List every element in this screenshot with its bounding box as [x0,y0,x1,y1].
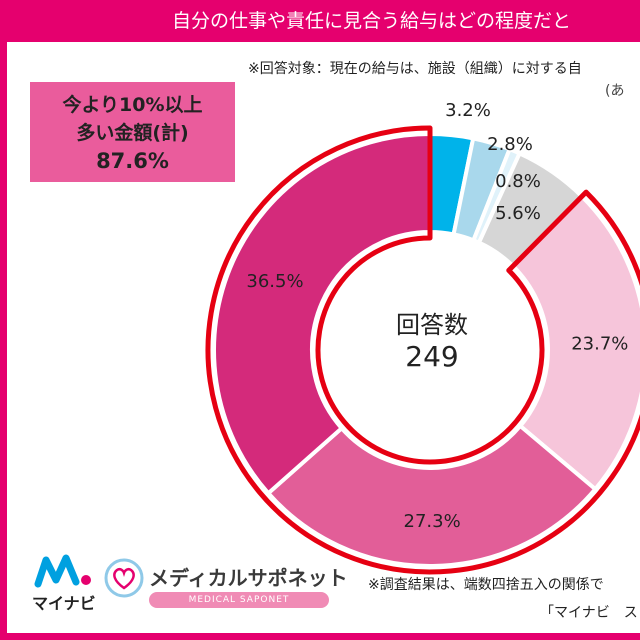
callout-line-1: 今より10%以上 [62,94,203,116]
slice-label: 36.5% [246,271,303,292]
saponet-heart-icon [104,558,144,598]
center-label: 回答数 [396,311,468,339]
respondent-note-continued: (あ [605,83,625,99]
mynavi-logo-text: マイナビ [32,594,96,613]
center-value: 249 [405,340,458,373]
page-title: 自分の仕事や責任に見合う給与はどの程度だと [0,0,640,42]
mynavi-logo: マイナビ [30,552,100,613]
slice-label: 2.8% [487,134,533,155]
mynavi-mark-icon [34,554,91,588]
summary-callout: 今より10%以上 多い金額(計) 87.6% [30,82,235,182]
slice-label: 23.7% [571,333,628,354]
slice-label: 5.6% [495,203,541,224]
callout-value: 87.6% [96,149,169,173]
rounding-note: ※調査結果は、端数四捨五入の関係で [368,577,604,593]
saponet-logo: メディカルサポネット MEDICAL SAPONET [102,556,348,616]
donut-slice [510,193,640,492]
source-note: 「マイナビ ス [540,605,638,621]
slice-label: 3.2% [445,100,491,121]
respondent-note: ※回答対象：現在の給与は、施設（組織）に対する自 [248,61,582,77]
highlight-outline [205,125,640,575]
donut-slices [212,131,640,568]
slice-label: 27.3% [404,511,461,532]
donut-slice [212,131,432,497]
slice-labels: 3.2% 2.8% 0.8% 5.6% 23.7% 27.3% 36.5% [246,100,628,532]
saponet-name: メディカルサポネット [149,566,348,590]
callout-line-2: 多い金額(計) [76,122,189,144]
saponet-subtitle: MEDICAL SAPONET [149,592,329,608]
donut-slice [265,423,599,568]
slice-label: 0.8% [495,171,541,192]
